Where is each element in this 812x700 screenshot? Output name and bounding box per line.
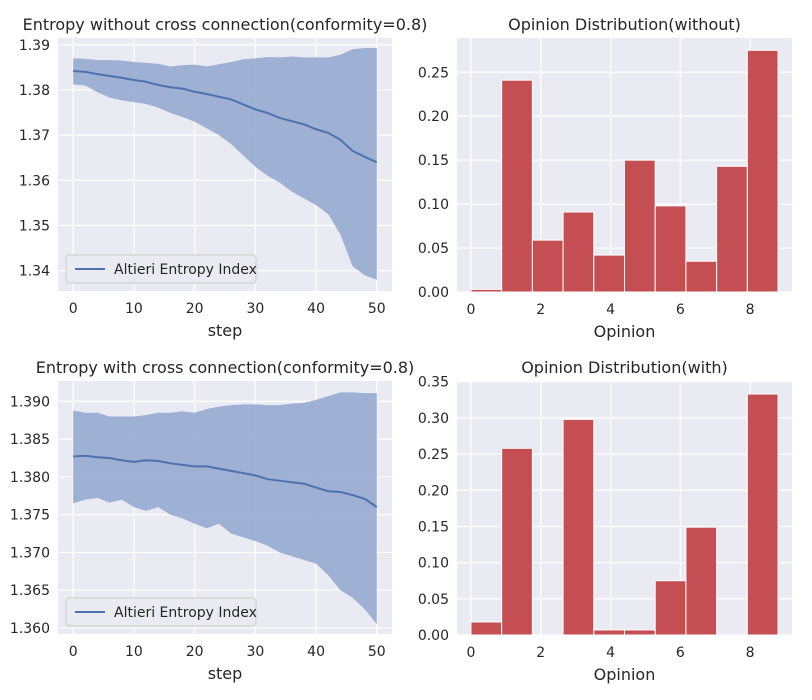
- x-tick-label: 6: [676, 302, 685, 318]
- y-tick-label: 0.25: [418, 65, 449, 81]
- x-tick-label: 30: [246, 644, 264, 660]
- y-tick-label: 1.365: [10, 583, 50, 599]
- x-tick-label: 40: [307, 301, 325, 317]
- y-tick-label: 1.380: [10, 470, 50, 486]
- x-tick-label: 10: [125, 301, 143, 317]
- y-tick-label: 1.39: [19, 38, 50, 54]
- x-axis-label: Opinion: [594, 665, 656, 684]
- chart-title: Opinion Distribution(with): [521, 358, 728, 377]
- x-tick-label: 8: [746, 302, 755, 318]
- histogram-bar: [746, 49, 779, 293]
- histogram-bar: [685, 260, 718, 293]
- y-tick-label: 0.30: [418, 411, 449, 427]
- y-tick-label: 0.35: [418, 375, 449, 391]
- x-axis-label: Opinion: [594, 322, 656, 341]
- histogram-bar: [624, 629, 656, 636]
- y-tick-label: 0.20: [418, 483, 449, 499]
- x-tick-label: 0: [466, 645, 475, 661]
- y-tick-label: 1.390: [10, 394, 50, 410]
- y-tick-label: 1.370: [10, 545, 50, 561]
- series-line: [73, 454, 378, 508]
- histogram-bar: [624, 159, 656, 293]
- x-tick-label: 0: [69, 644, 78, 660]
- x-tick-label: 8: [746, 645, 755, 661]
- histogram-bar: [654, 580, 687, 636]
- y-tick-label: 0.15: [418, 519, 449, 535]
- histogram-bar: [685, 526, 718, 636]
- y-tick-label: 1.360: [10, 621, 50, 637]
- y-tick-label: 0.25: [418, 447, 449, 463]
- y-tick-label: 0.15: [418, 153, 449, 169]
- confidence-band: [73, 47, 377, 280]
- histogram-bar: [501, 447, 533, 636]
- y-tick-label: 1.36: [19, 173, 50, 189]
- x-tick-label: 10: [125, 644, 143, 660]
- y-tick-label: 1.34: [19, 264, 50, 280]
- confidence-band: [73, 392, 377, 625]
- histogram-bar: [716, 165, 748, 293]
- x-tick-label: 4: [606, 645, 615, 661]
- x-tick-label: 2: [536, 645, 545, 661]
- x-tick-label: 0: [69, 301, 78, 317]
- chart-title: Opinion Distribution(without): [508, 15, 741, 34]
- histogram-bar: [531, 239, 564, 293]
- series-line: [73, 69, 378, 164]
- histogram-bar: [746, 393, 779, 636]
- histogram-bar: [593, 254, 626, 293]
- chart-distribution-without: 0.00 0.05 0.10 0.15 0.20 0.25 0 2 4 6 8 Opinion Opin…: [418, 15, 792, 341]
- y-tick-label: 0.00: [418, 628, 449, 644]
- y-tick-label: 0.10: [418, 556, 449, 572]
- histogram-bar: [562, 418, 595, 636]
- histogram-bar: [470, 621, 503, 636]
- histogram-bar: [593, 629, 626, 636]
- histogram-bar: [654, 205, 687, 293]
- chart-title: Entropy without cross connection(conform…: [23, 15, 428, 34]
- y-tick-label: 1.38: [19, 83, 50, 99]
- x-tick-label: 30: [246, 301, 264, 317]
- x-tick-label: 4: [606, 302, 615, 318]
- y-tick-label: 0.05: [418, 241, 449, 257]
- legend-label: Altieri Entropy Index: [114, 605, 257, 621]
- chart-distribution-with: 0.00 0.05 0.10 0.15 0.20 0.25 0.30 0.35 0 2 4 6 8 Opi…: [418, 358, 792, 684]
- y-tick-label: 0.20: [418, 109, 449, 125]
- x-axis-label: step: [208, 321, 243, 340]
- x-tick-label: 50: [368, 644, 386, 660]
- legend: Altieri Entropy Index: [65, 254, 257, 284]
- x-tick-label: 20: [186, 301, 204, 317]
- y-tick-label: 1.385: [10, 432, 50, 448]
- y-tick-label: 1.37: [19, 128, 50, 144]
- x-tick-label: 0: [466, 302, 475, 318]
- y-tick-label: 1.35: [19, 218, 50, 234]
- x-tick-label: 40: [307, 644, 325, 660]
- legend-box: [65, 254, 257, 284]
- x-tick-label: 20: [186, 644, 204, 660]
- y-tick-label: 0.05: [418, 592, 449, 608]
- y-tick-label: 0.10: [418, 197, 449, 213]
- histogram-bar: [562, 211, 595, 293]
- legend-box: [65, 597, 257, 627]
- y-tick-label: 1.375: [10, 508, 50, 524]
- chart-entropy-without: Altieri Entropy Index 1.34 1.35 1.36 1.37 1.3…: [19, 15, 428, 340]
- chart-title: Entropy with cross connection(conformity…: [36, 358, 415, 377]
- x-tick-label: 50: [368, 301, 386, 317]
- legend-label: Altieri Entropy Index: [114, 262, 257, 278]
- histogram-bar: [501, 79, 533, 293]
- y-tick-label: 0.00: [418, 285, 449, 301]
- chart-entropy-with: Altieri Entropy Index 1.360 1.365 1.370 1.37…: [10, 358, 414, 683]
- x-tick-label: 2: [536, 302, 545, 318]
- x-axis-label: step: [208, 664, 243, 683]
- legend: Altieri Entropy Index: [65, 597, 257, 627]
- histogram-bar: [470, 288, 503, 293]
- x-tick-label: 6: [676, 645, 685, 661]
